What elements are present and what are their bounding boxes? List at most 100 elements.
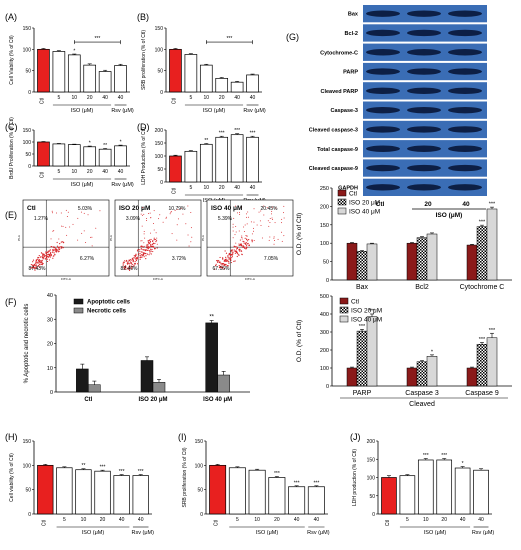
significance-mark: *** [234,128,240,134]
flow-dot [122,264,124,266]
flow-dot [135,259,137,262]
flow-dot [149,212,151,214]
flow-dot [139,250,141,252]
flow-dot [146,243,148,246]
bar-apoptotic-cells [140,360,154,393]
flow-dot [39,256,41,258]
flow-dot [219,261,221,263]
panel-label: (E) [5,210,17,220]
bar-iso-20 [356,330,368,387]
y-axis-label: LDH Production (% of Ctl) [141,127,147,185]
bar-2 [417,459,434,515]
y-tick-label: 50 [369,494,375,500]
chart-panel-j: (J) LDH production (% of Ctl) 0 50 100 150 200… [350,432,494,536]
flow-dot [281,240,283,242]
flow-dot [216,260,218,262]
bar-ctl [346,242,358,281]
bar-iso-20 [416,361,428,387]
flow-cytometry-panel: (E)Ctl1.27%5.03%87.43%6.27%PI-AFITC-AISO… [5,199,294,281]
y-tick-label: 0 [28,90,31,96]
flow-dot [242,240,244,242]
flow-dot [152,246,154,248]
flow-dot [62,225,64,227]
significance-mark: *** [219,131,225,137]
flow-dot [238,230,240,232]
flow-dot [83,212,85,214]
flow-dot [258,211,260,213]
x-tick-label: 5 [406,517,409,523]
flow-dot [41,259,43,261]
group-label: ISO (μM) [82,530,105,536]
flow-dot [247,216,249,218]
blot-row-label: Cleaved caspase-9 [309,166,358,172]
bar-necrotic-cells [88,384,101,393]
flow-dot [142,252,145,254]
flow-dot [128,267,130,269]
panel-label: (H) [5,432,18,442]
flow-dot [246,240,249,242]
flow-dot [235,226,237,228]
flow-x-axis-label: FITC-A [153,277,163,281]
x-tick-label: 5 [189,95,192,101]
flow-dot [159,214,161,216]
flow-dot [126,267,128,269]
flow-dot [151,248,153,251]
flow-dot [45,255,48,257]
flow-dot [224,250,226,252]
flow-dot [174,210,176,212]
y-tick-label: 150 [23,26,32,32]
flow-dot [236,212,238,214]
flow-dot [235,248,238,250]
flow-dot [238,249,240,251]
flow-dot [143,253,145,255]
flow-dot [133,257,135,259]
flow-dot [230,249,233,252]
flow-dot [245,242,247,244]
flow-dot [149,250,151,252]
flow-dot [52,250,54,252]
flow-dot [221,263,223,265]
y-tick-label: 0 [160,180,163,186]
flow-dot [243,226,245,228]
flow-dot [148,239,150,242]
significance-mark: * [73,49,75,55]
x-tick-label: 10 [204,185,210,191]
flow-dot [145,255,147,257]
flow-dot [153,210,155,212]
flow-dot [177,218,179,220]
x-tick-label: 40 [294,517,300,523]
significance-mark: *** [274,471,280,477]
flow-dot [49,249,51,251]
blot-band [448,184,482,191]
flow-dot [231,249,233,251]
flow-dot [223,264,225,267]
flow-dot [61,245,63,248]
blot-band [366,49,400,56]
flow-dot [130,267,133,270]
x-tick-label: Ctl [171,98,177,104]
x-tick-label: 40 [234,185,240,191]
bar-necrotic-cells [217,374,230,393]
flow-dot [223,263,226,266]
significance-mark: ** [204,138,208,144]
flow-dot [248,244,250,246]
flow-dot [150,248,152,250]
flow-dot [61,225,63,227]
flow-dot [141,256,143,258]
flow-dot [275,207,277,209]
flow-dot [155,232,157,234]
x-tick-label: 40 [119,517,125,523]
bar-4 [230,134,244,183]
blot-band [448,164,482,172]
flow-dot [65,209,67,211]
x-tick-label: Ctl [39,172,45,178]
flow-dot [45,254,48,256]
flow-dot [143,242,145,244]
blot-band [407,106,441,114]
x-tick-label: 40 [314,517,320,523]
flow-dot [234,246,236,248]
flow-dot [221,266,224,269]
flow-dot [253,230,255,232]
flow-dot [251,239,253,241]
flow-y-axis-label: PI-A [17,235,21,241]
